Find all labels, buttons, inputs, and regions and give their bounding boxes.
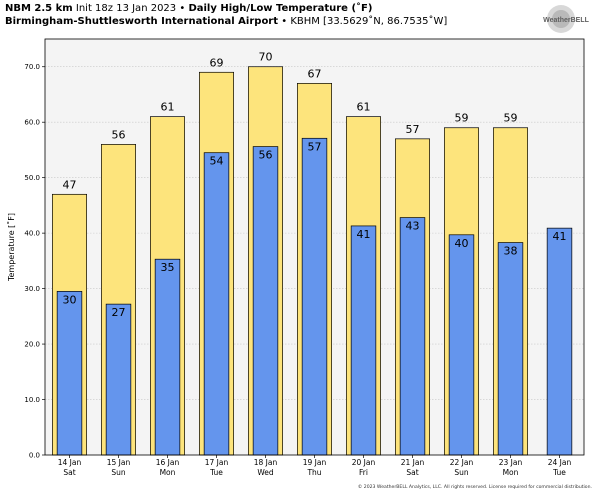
logo-text: WeatherBELL — [543, 17, 589, 24]
high-temp-label: 70 — [259, 51, 273, 64]
low-temp-label: 43 — [406, 220, 420, 233]
x-tick-day: Sat — [63, 468, 75, 477]
low-temp-bar — [105, 303, 132, 456]
high-temp-label: 67 — [308, 67, 322, 80]
high-temp-label: 69 — [210, 56, 224, 69]
high-temp-label: 59 — [504, 112, 518, 125]
x-tick-date: 18 Jan — [254, 458, 278, 467]
x-tick-date: 14 Jan — [58, 458, 82, 467]
bar-labels: 47 30 56 27 61 35 69 54 70 56 67 57 61 41 57 43 59 40 59 38… — [63, 51, 567, 319]
high-temp-label: 59 — [455, 112, 469, 125]
station-bullet: • — [281, 16, 288, 27]
x-tick-date: 22 Jan — [450, 458, 474, 467]
low-temp-label: 41 — [357, 228, 371, 241]
low-temp-bar — [203, 152, 230, 456]
y-tick-label: 10.0 — [24, 396, 40, 404]
x-tick-day: Thu — [306, 468, 321, 477]
low-temp-label: 54 — [210, 155, 224, 168]
low-temp-bar — [399, 217, 426, 456]
init-time: Init 18z 13 Jan 2023 — [75, 3, 177, 14]
x-tick-date: 20 Jan — [352, 458, 376, 467]
x-tick-day: Fri — [359, 468, 368, 477]
low-temp-bar — [497, 242, 524, 456]
low-temp-label: 38 — [504, 245, 518, 258]
low-temp-label: 56 — [259, 149, 273, 162]
y-axis-label: Temperature [˚F] — [6, 213, 16, 282]
title-bullet: • — [179, 3, 186, 14]
x-tick-date: 17 Jan — [205, 458, 229, 467]
x-tick-date: 19 Jan — [303, 458, 327, 467]
x-tick-date: 23 Jan — [499, 458, 523, 467]
low-temp-label: 40 — [455, 237, 469, 250]
copyright-notice: © 2023 WeatherBELL Analytics, LLC. All r… — [357, 485, 592, 490]
weatherbell-logo: WeatherBELL — [543, 5, 590, 33]
low-temp-bar — [56, 291, 83, 456]
high-temp-label: 61 — [161, 101, 175, 114]
x-tick-date: 15 Jan — [107, 458, 131, 467]
y-tick-label: 20.0 — [24, 341, 40, 349]
model-name: NBM 2.5 km — [5, 3, 73, 14]
x-tick-day: Tue — [552, 468, 566, 477]
station-info: KBHM [33.5629˚N, 86.7535˚W] — [290, 16, 448, 27]
y-tick-label: 50.0 — [24, 174, 40, 182]
x-tick-day: Sun — [111, 468, 126, 477]
y-axis: 0.0 10.0 20.0 30.0 40.0 50.0 60.0 70.0 — [24, 63, 45, 460]
x-tick-day: Wed — [257, 468, 274, 477]
x-tick-date: 21 Jan — [401, 458, 425, 467]
x-tick-day: Mon — [160, 468, 176, 477]
product-name: Daily High/Low Temperature (˚F) — [188, 3, 373, 14]
x-tick-date: 24 Jan — [548, 458, 572, 467]
high-temp-label: 57 — [406, 123, 420, 136]
low-temp-bar — [546, 227, 573, 456]
station-line: Birmingham-Shuttlesworth International A… — [5, 16, 447, 28]
x-tick-day: Sun — [454, 468, 469, 477]
y-tick-label: 40.0 — [24, 230, 40, 238]
x-tick-day: Tue — [209, 468, 223, 477]
high-temp-label: 56 — [112, 128, 126, 141]
x-tick-day: Mon — [503, 468, 519, 477]
y-tick-label: 70.0 — [24, 63, 40, 71]
y-tick-label: 60.0 — [24, 119, 40, 127]
low-temp-label: 41 — [553, 230, 567, 243]
station-name: Birmingham-Shuttlesworth International A… — [5, 16, 279, 27]
x-tick-date: 16 Jan — [156, 458, 180, 467]
low-temp-bar — [252, 146, 279, 456]
low-temp-label: 30 — [63, 293, 77, 306]
high-temp-label: 61 — [357, 101, 371, 114]
x-tick-day: Sat — [406, 468, 418, 477]
low-temp-bar — [301, 137, 328, 456]
low-temp-label: 35 — [161, 261, 175, 274]
chart-title-line: NBM 2.5 km Init 18z 13 Jan 2023 • Daily … — [5, 3, 372, 15]
low-temp-bar — [154, 258, 181, 456]
low-temp-label: 57 — [308, 140, 322, 153]
y-tick-label: 30.0 — [24, 285, 40, 293]
bars — [51, 66, 573, 456]
low-temp-label: 27 — [112, 306, 126, 319]
y-tick-label: 0.0 — [29, 452, 40, 460]
low-temp-bar — [350, 225, 377, 456]
low-temp-bar — [448, 234, 475, 456]
high-temp-label: 47 — [63, 178, 77, 191]
